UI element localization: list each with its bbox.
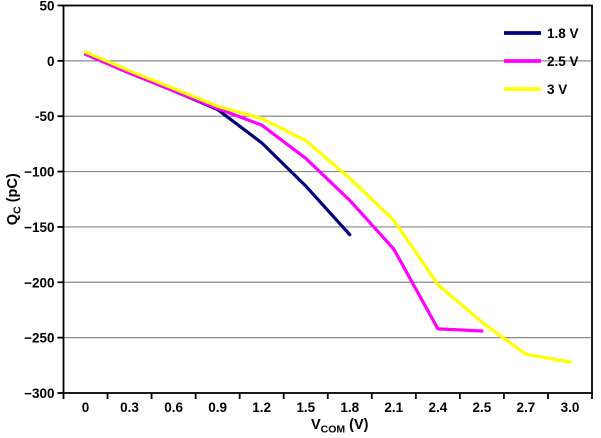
- x-tick-label: 0.9: [208, 400, 227, 415]
- y-tick-label: 0: [47, 54, 55, 69]
- x-tick-label: 1.5: [296, 400, 315, 415]
- y-tick-label: −300: [24, 386, 54, 401]
- y-tick-label: 50: [39, 0, 54, 14]
- y-tick-label: −250: [24, 331, 54, 346]
- x-tick-label: 1.8: [340, 400, 359, 415]
- y-tick-label: -50: [35, 109, 55, 124]
- legend-label: 3 V: [547, 82, 567, 97]
- x-tick-label: 3.0: [561, 400, 580, 415]
- x-tick-label: 0.6: [164, 400, 183, 415]
- x-tick-label: 1.2: [252, 400, 271, 415]
- x-tick-label: 2.7: [517, 400, 536, 415]
- x-axis-title: VCOM (V): [311, 417, 369, 436]
- x-tick-label: 2.5: [473, 400, 492, 415]
- x-tick-label: 0: [82, 400, 90, 415]
- y-tick-label: −150: [24, 220, 54, 235]
- legend-label: 2.5 V: [547, 54, 579, 69]
- y-tick-label: −200: [24, 275, 54, 290]
- legend-label: 1.8 V: [547, 26, 579, 41]
- series-line-3-v: [83, 50, 572, 364]
- series-line-2-5-v: [83, 52, 484, 333]
- y-tick-label: −100: [24, 165, 54, 180]
- x-tick-label: 0.3: [120, 400, 139, 415]
- x-tick-label: 2.1: [384, 400, 403, 415]
- y-axis-title: QC (pC): [5, 173, 24, 225]
- x-tick-label: 2.4: [428, 400, 447, 415]
